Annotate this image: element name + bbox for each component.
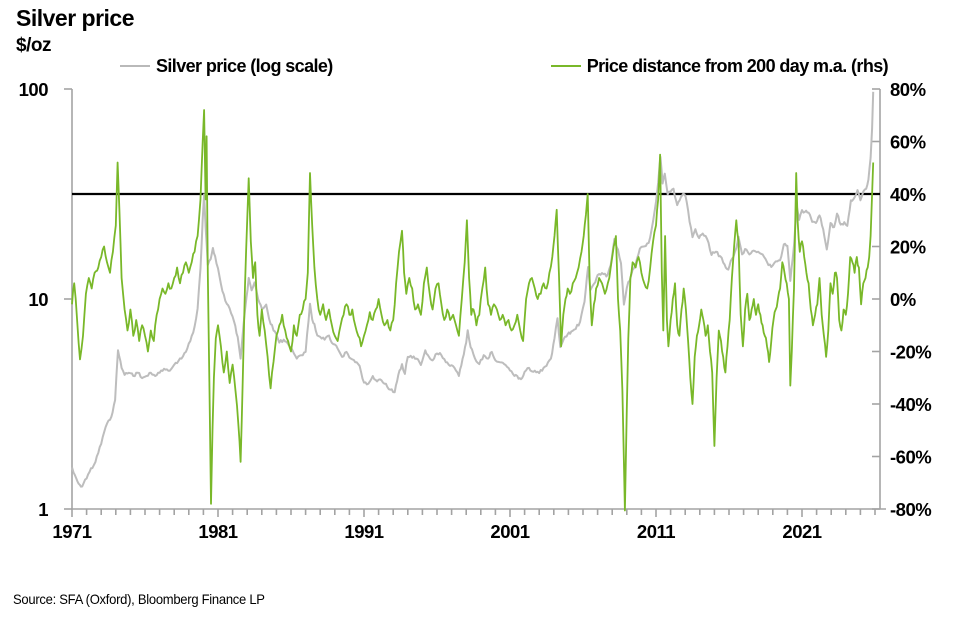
silver-price-line: [71, 91, 875, 488]
source-note: Source: SFA (Oxford), Bloomberg Finance …: [13, 591, 265, 607]
chart-title: Silver price: [16, 5, 135, 31]
right-axis-tick-label: -60%: [890, 447, 931, 468]
legend-item-price-distance: Price distance from 200 day m.a. (rhs): [550, 55, 889, 77]
right-axis-tick-label: 20%: [890, 237, 926, 258]
x-axis-tick-label: 1981: [198, 521, 237, 542]
right-axis-tick-label: 0%: [890, 289, 916, 310]
right-axis-tick-label: 40%: [890, 184, 926, 205]
right-axis-tick-label: 60%: [890, 132, 926, 153]
legend-label-silver: Silver price (log scale): [156, 55, 333, 76]
left-axis-tick-label: 100: [19, 79, 49, 100]
left-axis-tick-label: 10: [28, 289, 48, 310]
right-axis-tick-label: -20%: [890, 342, 931, 363]
legend-item-silver-price: Silver price (log scale): [120, 56, 333, 77]
x-axis-tick-label: 1991: [344, 521, 383, 542]
x-axis-tick-label: 2011: [637, 521, 675, 542]
right-axis-tick-label: -40%: [890, 394, 931, 415]
price-distance-line: [71, 109, 875, 512]
left-axis-tick-label: 1: [38, 499, 48, 520]
legend-line-swatch-distance: [550, 65, 581, 67]
x-axis-tick-label: 1971: [52, 521, 91, 542]
legend-line-swatch-silver: [120, 65, 150, 67]
legend-label-distance: Price distance from 200 day m.a. (rhs): [586, 55, 889, 76]
x-axis-tick-label: 2001: [490, 521, 529, 542]
x-axis-tick-label: 2021: [782, 521, 821, 542]
right-axis-tick-label: 80%: [890, 79, 926, 100]
right-axis-tick-label: -80%: [890, 499, 931, 520]
legend: Silver price (log scale) Price distance …: [120, 55, 889, 77]
left-axis-units-label: $/oz: [16, 35, 51, 56]
